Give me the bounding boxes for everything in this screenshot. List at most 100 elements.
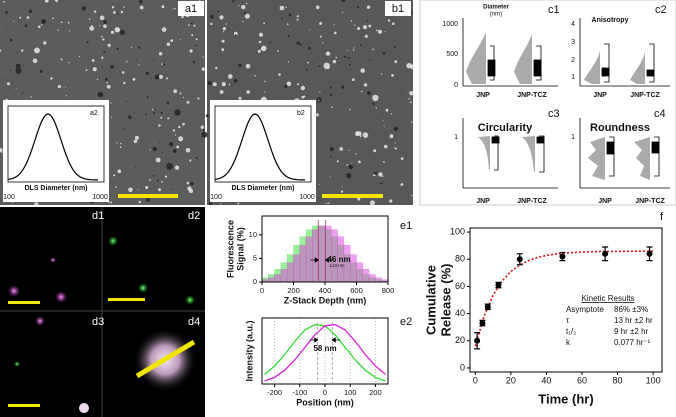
tick-label: 2 — [571, 57, 575, 64]
particle — [340, 190, 344, 193]
particle — [146, 187, 148, 189]
particle — [97, 91, 104, 98]
panel-label: d4 — [188, 316, 200, 328]
particle — [346, 164, 349, 166]
particle — [393, 126, 398, 131]
particle — [113, 174, 116, 177]
y-tick-label: 5 — [253, 253, 257, 262]
particle — [110, 30, 114, 34]
particle — [182, 122, 185, 126]
category-label: JNP-TCZ — [635, 198, 665, 205]
particle — [193, 24, 196, 27]
scale-bar — [118, 194, 178, 198]
particle — [329, 176, 331, 178]
particle — [151, 108, 154, 111]
particle — [355, 132, 359, 137]
particle — [400, 157, 404, 160]
particle — [22, 92, 24, 95]
particle — [161, 63, 163, 65]
particle — [391, 74, 394, 77]
particle — [411, 195, 413, 197]
particle — [389, 134, 394, 139]
particle — [197, 97, 200, 100]
y-tick-label: 0 — [460, 362, 465, 372]
particle — [351, 78, 355, 81]
particle — [219, 90, 224, 94]
tick-label: 1000 — [442, 21, 458, 28]
particle — [233, 78, 238, 83]
axis-label: DLS Diameter (nm) — [231, 185, 294, 192]
panel-label: e2 — [400, 316, 412, 328]
scale-bar — [108, 298, 145, 301]
particle — [410, 101, 412, 104]
particle — [18, 19, 20, 21]
particle — [191, 34, 194, 37]
panel-label: e1 — [400, 220, 412, 232]
particle — [158, 124, 161, 127]
particle — [389, 199, 393, 203]
x-tick-label: 100 — [344, 388, 357, 397]
whisker — [536, 45, 542, 81]
particle — [238, 63, 242, 68]
particle — [172, 8, 174, 10]
particle — [137, 188, 139, 190]
tick-label: 100 — [210, 194, 222, 201]
particle — [152, 175, 154, 177]
whisker — [490, 45, 495, 81]
particle — [287, 61, 290, 63]
particle — [115, 186, 118, 188]
particle — [52, 17, 54, 20]
particle — [316, 97, 322, 103]
tick-label: 100 — [3, 194, 15, 201]
particle — [383, 161, 385, 163]
particle — [347, 56, 350, 59]
y-tick-label: 40 — [455, 308, 465, 318]
particle — [161, 27, 167, 32]
particle — [79, 403, 89, 413]
particle — [22, 64, 24, 66]
particle — [166, 162, 174, 170]
panel-label: c3 — [548, 108, 560, 120]
particle — [245, 64, 251, 69]
violin — [584, 50, 600, 84]
particle — [111, 116, 113, 118]
particle — [380, 73, 383, 75]
category-label: JNP — [476, 198, 490, 205]
particle — [395, 147, 397, 150]
particle — [264, 80, 266, 83]
particle — [24, 24, 28, 28]
x-tick-label: -100 — [292, 388, 307, 397]
particle — [288, 13, 292, 17]
particle — [166, 101, 170, 105]
particle — [111, 6, 115, 9]
particle — [20, 21, 22, 23]
particle — [264, 91, 266, 93]
particle — [257, 49, 261, 53]
histogram-bar — [280, 269, 288, 283]
particle — [161, 5, 165, 9]
particle — [210, 14, 214, 19]
particle — [120, 142, 122, 145]
particle — [362, 132, 369, 138]
particle — [28, 9, 33, 13]
particle — [41, 19, 46, 24]
particle — [158, 142, 160, 144]
particle — [319, 35, 322, 38]
particle — [277, 50, 279, 52]
subplot-title: Roundness — [590, 122, 650, 134]
axis-label: DLS Diameter (nm) — [24, 185, 87, 192]
particle — [37, 25, 41, 29]
x-tick-label: 200 — [369, 388, 382, 397]
particle — [341, 11, 344, 13]
histogram-bar — [324, 225, 332, 283]
box — [606, 141, 615, 155]
particle — [15, 88, 17, 90]
table-cell: 86% ±3% — [614, 305, 648, 314]
tick-label: 0 — [454, 82, 458, 89]
particle — [286, 23, 289, 25]
y-tick-label: 10 — [249, 230, 257, 239]
panel-label: c2 — [655, 4, 667, 16]
violin — [466, 32, 486, 84]
subplot-title: Diameter — [483, 5, 509, 11]
particle — [5, 78, 7, 80]
